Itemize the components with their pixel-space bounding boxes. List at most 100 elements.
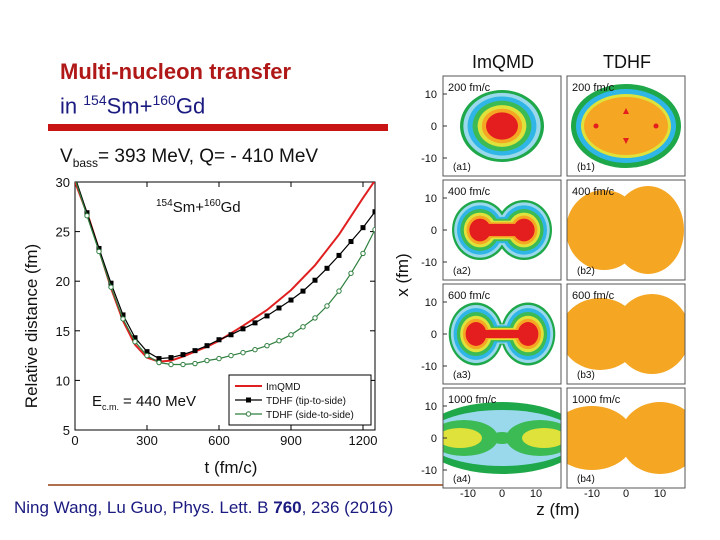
legend-marker-square [246, 397, 251, 403]
title-mass1: 154 [83, 92, 107, 108]
x-tick-label: 0 [71, 433, 78, 448]
side-to-side-point [204, 357, 210, 364]
tip-to-side-point [204, 343, 210, 349]
side-to-side-point [336, 288, 342, 294]
x-axis-label: t (fm/c) [205, 458, 258, 477]
panel-frame [566, 179, 686, 281]
imqmd-panel-4: 1000 fm/c (a4) [442, 387, 562, 489]
tip-to-side-point [84, 210, 90, 216]
tdhf-contour [567, 406, 634, 470]
citation-volume: 760 [273, 498, 302, 517]
annotation-el2: Gd [221, 199, 241, 216]
tip-to-side-point [132, 335, 138, 341]
side-to-side-point [228, 352, 234, 359]
panel-y-tick: 0 [431, 329, 437, 341]
tip-to-side-point [252, 320, 258, 326]
side-to-side-point [132, 339, 138, 345]
panel-content [443, 76, 561, 176]
side-to-side-point [372, 226, 375, 233]
panel-x-tick-tdhf: -10 [584, 488, 600, 500]
imqmd-panel-2: 400 fm/c (a2) [442, 179, 562, 281]
legend-label: TDHF (tip-to-side) [266, 396, 346, 407]
panel-frame [566, 387, 686, 489]
side-to-side-point [168, 361, 174, 368]
panel-time-label: 400 fm/c [572, 186, 615, 198]
panel-content [443, 180, 561, 280]
panel-y-tick: 0 [431, 225, 437, 237]
panel-y-tick: 0 [431, 433, 437, 445]
tip-to-side-point [264, 313, 270, 319]
legend: ImQMD TDHF (tip-to-side) TDHF (side-to-sid… [228, 374, 372, 426]
tip-to-side-point [96, 245, 102, 251]
y-tick-label: 15 [56, 324, 70, 339]
side-to-side-point [96, 248, 102, 255]
col-title-imqmd: ImQMD [472, 52, 534, 72]
energy-e: E [92, 393, 102, 410]
x-tick-label: 900 [280, 433, 302, 448]
slide-title: Multi-nucleon transfer in 154Sm+160Gd [60, 58, 291, 120]
col-title-tdhf: TDHF [603, 52, 651, 72]
panel-tag: (b1) [577, 162, 595, 173]
panel-y-tick: -10 [421, 257, 437, 269]
bass-barrier-text: Vbass= 393 MeV, Q= - 410 MeV [60, 146, 318, 170]
tdhf-panel-2: 400 fm/c (b2) [566, 179, 686, 281]
citation-authors: Ning Wang, Lu Guo, Phys. Lett. B [14, 498, 274, 517]
panel-content [567, 388, 685, 488]
side-to-side-point [108, 284, 114, 290]
y-tick-label: 30 [56, 175, 70, 190]
panel-y-tick: 10 [425, 297, 437, 309]
panel-time-label: 200 fm/c [572, 82, 615, 94]
panel-y-tick: 10 [425, 89, 437, 101]
panel-x-tick: -10 [460, 488, 476, 500]
imqmd-panel-3: 600 fm/c (a3) [442, 283, 562, 385]
tip-to-side-point [360, 225, 366, 231]
side-to-side-point [288, 332, 294, 338]
tip-to-side-point [276, 305, 282, 311]
tip-to-side-point [300, 288, 306, 294]
panel-y-tick: 10 [425, 193, 437, 205]
system-annotation: 154Sm+160Gd [156, 198, 241, 216]
energy-label: Ec.m. = 440 MeV [92, 393, 196, 412]
vbass-value: = 393 MeV, Q= - 410 MeV [98, 146, 319, 167]
tip-to-side-point [372, 209, 375, 215]
side-to-side-point [252, 346, 258, 353]
panel-y-tick: -10 [421, 465, 437, 477]
annotation-el1: Sm+ [173, 199, 205, 216]
tdhf-contour [614, 294, 685, 374]
density-contour [486, 112, 518, 140]
footer-divider [48, 484, 463, 486]
panel-tag: (b2) [577, 266, 595, 277]
panels-y-label: x (fm) [393, 253, 412, 296]
panel-frame [566, 283, 686, 385]
tdhf-hotspot [623, 138, 629, 144]
legend-label: ImQMD [266, 382, 300, 393]
legend-label: TDHF (side-to-side) [266, 410, 354, 421]
tdhf-panel-3: 600 fm/c (b3) [566, 283, 686, 385]
panel-tag: (a2) [453, 266, 471, 277]
panel-tag: (a1) [453, 162, 471, 173]
panel-y-tick: 0 [431, 121, 437, 133]
tdhf-panel-1: 200 fm/c (b1) [566, 75, 686, 177]
panel-y-tick: 10 [425, 401, 437, 413]
panel-frame [566, 75, 686, 177]
y-tick-label: 25 [56, 225, 70, 240]
side-to-side-point [276, 338, 282, 344]
legend-marker-circle [245, 411, 252, 417]
tip-to-side-point [180, 352, 186, 358]
panel-x-tick-tdhf: 0 [623, 488, 629, 500]
side-to-side-point [240, 349, 246, 356]
panel-y-tick: -10 [421, 153, 437, 165]
side-to-side-point [144, 352, 150, 359]
tip-to-side-point [144, 349, 150, 355]
title-underline [48, 124, 388, 131]
plot-area [75, 182, 375, 368]
tdhf-contour [584, 97, 668, 155]
vbass-sub: bass [72, 155, 99, 170]
panel-content [567, 284, 685, 384]
side-to-side-point [324, 303, 330, 309]
title-el2: Gd [175, 93, 206, 119]
panel-time-label: 200 fm/c [448, 82, 491, 94]
panel-y-tick: -10 [421, 361, 437, 373]
